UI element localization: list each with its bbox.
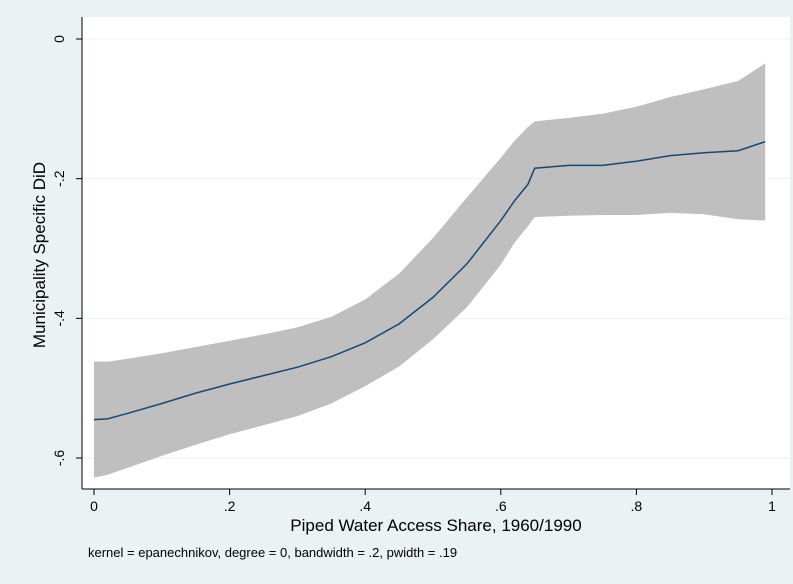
- x-axis-title: Piped Water Access Share, 1960/1990: [290, 516, 581, 535]
- y-tick-label-1: -.2: [51, 170, 67, 187]
- confidence-band: [94, 63, 766, 478]
- axes: 0 -.2 -.4 -.6 0 .2 .4 .6 .8 1: [51, 17, 790, 514]
- y-tick-label-0: 0: [51, 35, 67, 43]
- x-tick-label-0: 0: [90, 498, 98, 514]
- series-line: [93, 140, 766, 421]
- y-axis-title: Municipality Specific DiD: [30, 162, 49, 348]
- x-tick-label-4: .8: [631, 498, 643, 514]
- y-tick-label-3: -.6: [51, 450, 67, 467]
- x-tick-label-1: .2: [224, 498, 236, 514]
- chart-note: kernel = epanechnikov, degree = 0, bandw…: [88, 545, 457, 560]
- x-tick-label-5: 1: [768, 498, 776, 514]
- y-tick-label-2: -.4: [51, 310, 67, 327]
- x-tick-label-3: .6: [495, 498, 507, 514]
- ci-band: [94, 63, 766, 478]
- x-tick-label-2: .4: [359, 498, 371, 514]
- series-lines: [93, 140, 766, 421]
